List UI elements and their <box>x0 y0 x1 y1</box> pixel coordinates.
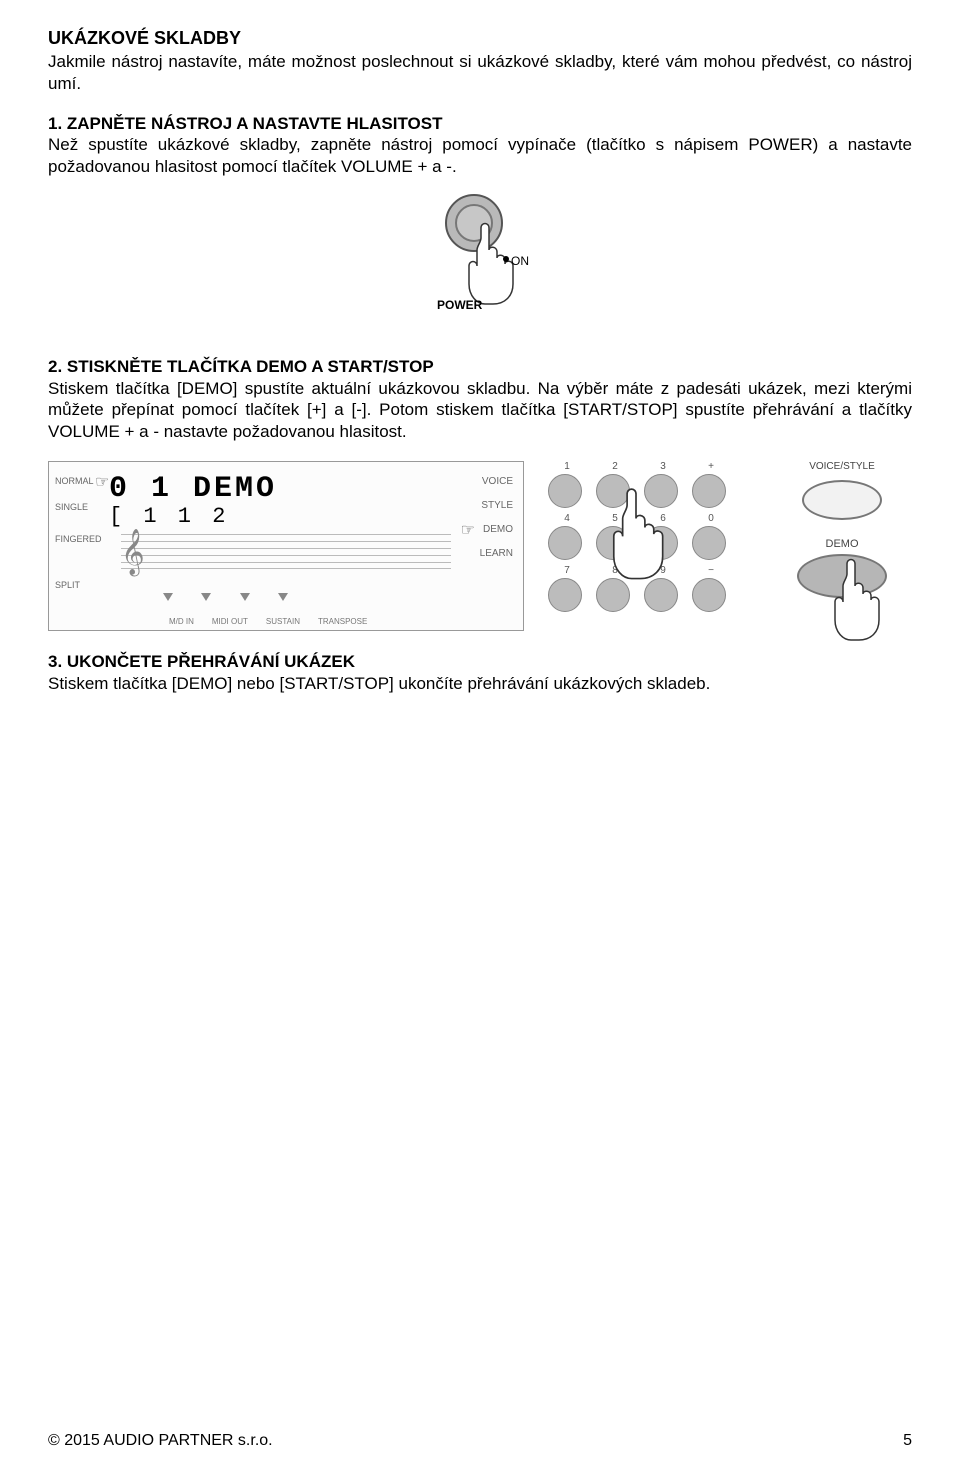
lbl-voice: VOICE <box>482 476 513 487</box>
key-4[interactable] <box>548 526 582 560</box>
controls-illustration: NORMAL ☞ SINGLE FINGERED SPLIT 0 1 DEMO … <box>48 461 912 631</box>
key-plus-label: + <box>692 461 730 472</box>
hand-icon <box>606 483 686 583</box>
lbl-style: STYLE <box>481 500 513 511</box>
key-3-label: 3 <box>644 461 682 472</box>
demo-label: DEMO <box>772 538 912 550</box>
hand-icon <box>829 554 899 644</box>
power-illustration: ON POWER <box>48 188 912 338</box>
triangle-icon <box>240 593 250 601</box>
numeric-keypad: 1 2 3 + 4 5 6 0 7 8 9 − <box>548 461 748 631</box>
display-bottom-labels: M/D IN MIDI OUT SUSTAIN TRANSPOSE <box>169 617 367 626</box>
section-3-body: Stiskem tlačítka [DEMO] nebo [START/STOP… <box>48 674 710 693</box>
key-7[interactable] <box>548 578 582 612</box>
key-minus-label: − <box>692 565 730 576</box>
lbl-fingered: FINGERED <box>55 534 102 544</box>
treble-clef-icon: 𝄞 <box>121 530 145 575</box>
display-line2: [ 1 1 2 <box>109 504 515 529</box>
key-0[interactable] <box>692 526 726 560</box>
lbl-single: SINGLE <box>55 502 88 512</box>
page-title: UKÁZKOVÉ SKLADBY <box>48 28 912 49</box>
section-3-title: 3. UKONČETE PŘEHRÁVÁNÍ UKÁZEK <box>48 652 355 671</box>
lbl-learn: LEARN <box>480 548 513 559</box>
section-2-body: Stiskem tlačítka [DEMO] spustíte aktuáln… <box>48 379 912 442</box>
key-7-label: 7 <box>548 565 586 576</box>
key-8[interactable] <box>596 578 630 612</box>
page-footer: © 2015 AUDIO PARTNER s.r.o. 5 <box>48 1432 912 1450</box>
display-line1: 0 1 DEMO <box>109 472 515 506</box>
key-minus[interactable] <box>692 578 726 612</box>
pointer-icon: ☞ <box>461 520 475 540</box>
lbl-transpose: TRANSPOSE <box>318 617 367 626</box>
on-label: ON <box>511 254 529 268</box>
section-1-body: Než spustíte ukázkové skladby, zapněte n… <box>48 135 912 176</box>
copyright-text: © 2015 AUDIO PARTNER s.r.o. <box>48 1432 273 1450</box>
section-1-title: 1. ZAPNĚTE NÁSTROJ A NASTAVTE HLASITOST <box>48 114 443 133</box>
power-label: POWER <box>437 298 482 312</box>
section-3: 3. UKONČETE PŘEHRÁVÁNÍ UKÁZEK Stiskem tl… <box>48 651 912 695</box>
triangle-icon <box>278 593 288 601</box>
page-number: 5 <box>903 1432 912 1450</box>
voice-style-label: VOICE/STYLE <box>772 461 912 472</box>
lbl-sustain: SUSTAIN <box>266 617 300 626</box>
pointer-icon: ☞ <box>95 472 109 492</box>
section-1: 1. ZAPNĚTE NÁSTROJ A NASTAVTE HLASITOST … <box>48 113 912 178</box>
lbl-midiout: MIDI OUT <box>212 617 248 626</box>
key-2-label: 2 <box>596 461 634 472</box>
voice-demo-panel: VOICE/STYLE DEMO <box>772 461 912 631</box>
triangle-icon <box>163 593 173 601</box>
lbl-mdin: M/D IN <box>169 617 194 626</box>
key-4-label: 4 <box>548 513 586 524</box>
key-9[interactable] <box>644 578 678 612</box>
lbl-normal: NORMAL <box>55 476 94 486</box>
key-1[interactable] <box>548 474 582 508</box>
music-staff: 𝄞 <box>121 534 451 594</box>
lbl-split: SPLIT <box>55 580 80 590</box>
key-1-label: 1 <box>548 461 586 472</box>
intro-paragraph: Jakmile nástroj nastavíte, máte možnost … <box>48 51 912 95</box>
on-indicator-dot <box>503 256 509 262</box>
lcd-panel: NORMAL ☞ SINGLE FINGERED SPLIT 0 1 DEMO … <box>48 461 524 631</box>
voice-style-button[interactable] <box>802 480 882 520</box>
lbl-demo: DEMO <box>483 524 513 535</box>
triangle-icon <box>201 593 211 601</box>
section-2-title: 2. STISKNĚTE TLAČÍTKA DEMO A START/STOP <box>48 357 434 376</box>
key-0-label: 0 <box>692 513 730 524</box>
demo-button[interactable] <box>797 554 887 598</box>
key-plus[interactable] <box>692 474 726 508</box>
section-2: 2. STISKNĚTE TLAČÍTKA DEMO A START/STOP … <box>48 356 912 443</box>
